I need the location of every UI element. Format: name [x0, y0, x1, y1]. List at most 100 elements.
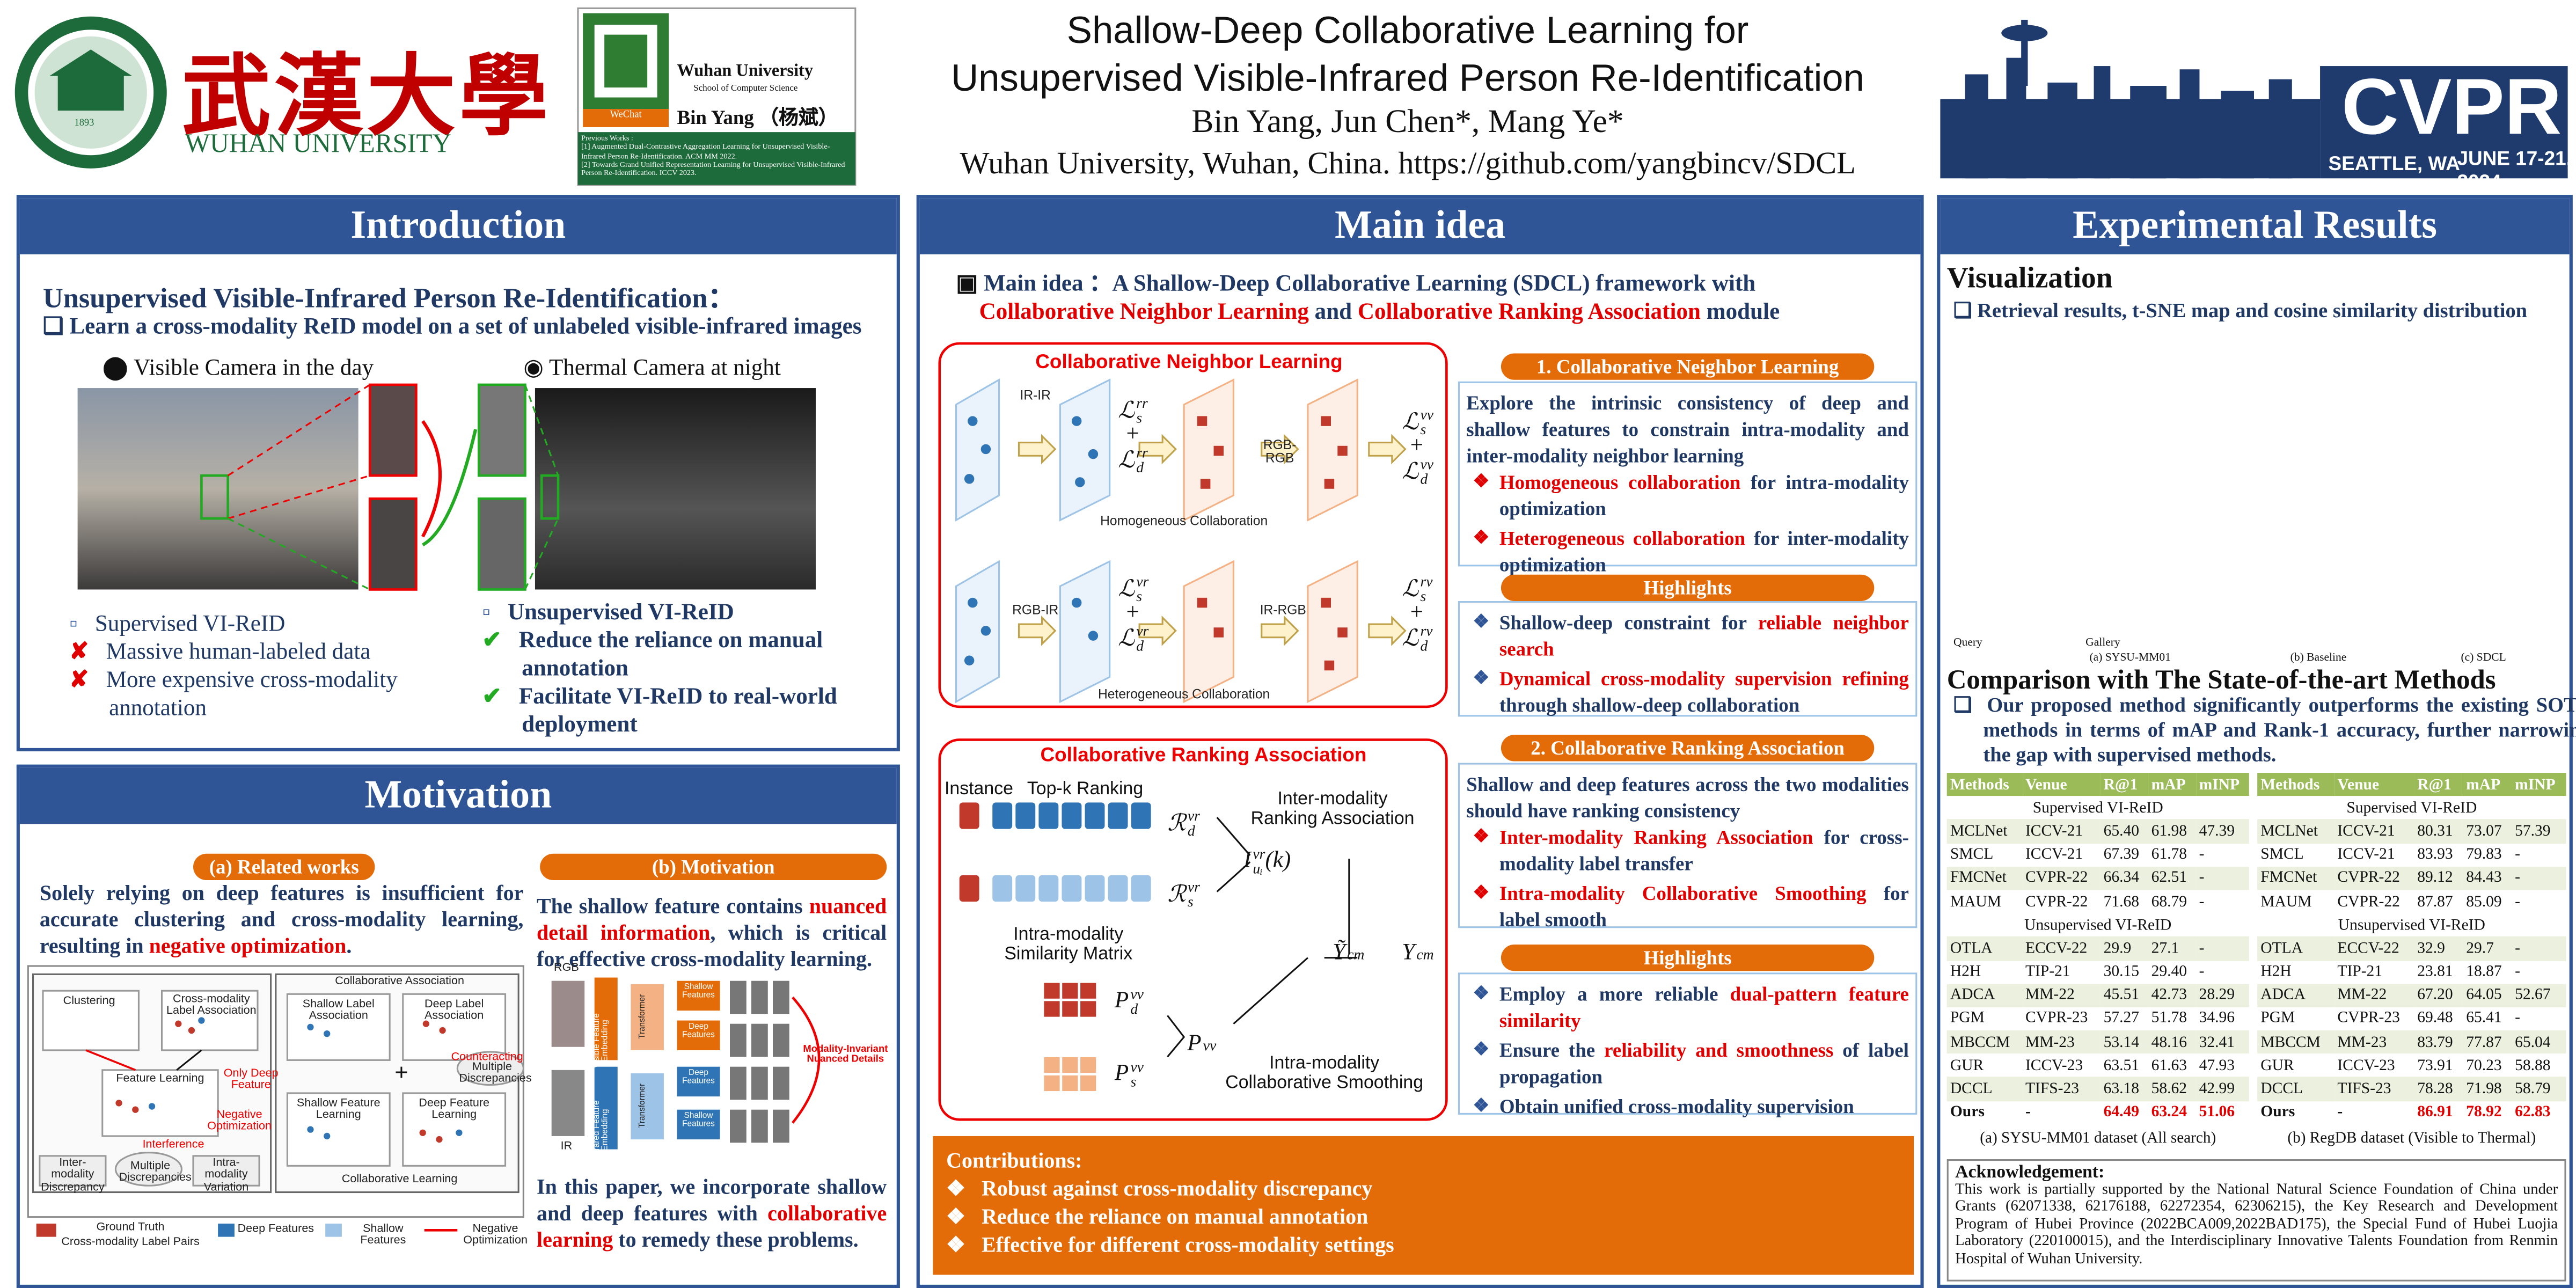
rect	[1324, 479, 1335, 489]
group-row: Supervised VI-ReID	[2257, 796, 2566, 820]
math-sub: s	[1420, 588, 1426, 605]
column-header: Venue	[2334, 773, 2414, 796]
g	[1018, 434, 1407, 646]
rect	[2047, 82, 2077, 179]
invariant: Modality-Invariant Nuanced Details	[803, 1045, 888, 1066]
table-cell: 51.78	[2151, 1009, 2187, 1028]
rect	[57, 74, 124, 111]
rect	[286, 1092, 391, 1167]
div: ❖ Reduce the reliance on manual annotati…	[946, 1204, 1368, 1229]
table-cell: OTLA	[1946, 936, 2022, 961]
legend: Ground Truth	[96, 1221, 165, 1234]
polygon	[1059, 560, 1111, 704]
a: ◉ Thermal Camera at night	[523, 356, 781, 382]
ellipse	[114, 1152, 183, 1187]
legend: Cross-modality Label Pairs	[61, 1236, 200, 1249]
span: ▫	[69, 612, 78, 638]
div: ✘ More expensive cross-modality annotati…	[69, 667, 449, 723]
circle	[456, 1129, 463, 1136]
g	[1940, 19, 2568, 179]
cnl-highlights: Dynamical cross-modality supervision ref…	[1499, 667, 1909, 691]
math-sub: d	[1136, 637, 1144, 654]
table-cell: 42.99	[2196, 1077, 2249, 1101]
rect	[2221, 91, 2254, 179]
table-cell: ECCV-22	[2022, 936, 2101, 961]
table-cell: 70.23	[2466, 1056, 2502, 1075]
motivation-text: The shallow feature contains	[537, 893, 809, 918]
labels: RGB-IR	[1012, 603, 1059, 618]
location: SEATTLE, WA	[2328, 152, 2460, 175]
rect	[42, 990, 140, 1051]
box: Explore the intrinsic consistency of dee…	[1458, 381, 1918, 576]
math-base: ℛ	[1167, 811, 1186, 837]
table-cell: -	[2199, 845, 2205, 864]
visualization-text: Retrieval results, t-SNE map and cosine …	[1977, 298, 2528, 322]
table-cell: 87.87	[2417, 892, 2453, 911]
visible-camera: Visible Camera in the day	[133, 356, 374, 382]
rect	[751, 1109, 768, 1143]
captions: (a) SYSU-MM01	[2089, 650, 2171, 664]
table-row: PGM CVPR-23 57.27 51.78 34.96	[1947, 1007, 2249, 1031]
ellipse	[456, 1051, 524, 1086]
cra-highlights: reliability and smoothness	[1604, 1038, 1834, 1062]
polygon	[1368, 616, 1407, 646]
polygon	[1368, 434, 1407, 465]
math-sub: d	[1136, 459, 1144, 476]
cnl-text: Explore the intrinsic consistency of dee…	[1466, 391, 1909, 467]
results-table: Methods Venue R@1 mAP mINP Supervised VI-ReID…	[1946, 773, 2249, 1124]
unsupervised: Unsupervised VI-ReID	[508, 601, 734, 626]
column-header: mINP	[2196, 773, 2249, 796]
rect	[631, 1073, 664, 1140]
table-cell: 47.93	[2199, 1056, 2235, 1075]
summary: Collaborative Neighbor Learning	[979, 301, 1309, 326]
g	[148, 1017, 463, 1140]
table-cell: 78.28	[2414, 1077, 2463, 1101]
rect	[1079, 982, 1097, 1000]
rect	[959, 875, 979, 902]
table-cell: GUR	[2260, 1056, 2294, 1075]
circle	[968, 597, 978, 608]
math-base: P	[1114, 1062, 1129, 1087]
rect	[730, 1109, 747, 1143]
transformer: Transformer	[638, 1083, 648, 1129]
cnl-points: Heterogeneous collaboration	[1499, 526, 1746, 550]
table-cell: 65.04	[2512, 1030, 2566, 1054]
math-sub: s	[1136, 588, 1143, 605]
rect	[1062, 802, 1082, 829]
table-cell: 34.96	[2199, 1009, 2235, 1028]
path	[1233, 859, 1358, 1024]
table-cell: 77.87	[2463, 1030, 2512, 1054]
cross-modality-association: Cross-modality Label Association	[166, 994, 257, 1018]
table-cell: 83.93	[2417, 845, 2453, 864]
table-cell: TIFS-23	[2022, 1077, 2101, 1101]
table-cell: 85.09	[2466, 892, 2502, 911]
math-base: ℒ	[1402, 410, 1419, 435]
table-cell: -	[2515, 963, 2521, 981]
group-row: Supervised VI-ReID	[1947, 796, 2249, 820]
circle	[1088, 449, 1099, 459]
table-row: OTLA ECCV-22 32.9 29.7-	[2257, 936, 2566, 961]
table-cell: -	[2337, 1103, 2343, 1122]
table-cell: CVPR-23	[2025, 1009, 2088, 1028]
polygon	[1183, 560, 1235, 704]
ir: IR	[560, 1141, 573, 1153]
table-row: MCLNet ICCV-21 65.40 61.98 47.39	[1946, 819, 2249, 843]
table-cell: PGM	[1950, 1009, 1985, 1028]
cra-highlights: Ensure the	[1499, 1038, 1605, 1062]
a: ▫ Supervised VI-ReID ✘ Massive human-lab…	[69, 611, 449, 723]
table-row: MAUM CVPR-22 71.68 68.79-	[1947, 890, 2249, 913]
rect	[1200, 479, 1211, 489]
rect	[1015, 875, 1036, 902]
table-cell: 86.91	[2417, 1103, 2453, 1122]
rect	[594, 977, 618, 1060]
rgb: RGB	[554, 962, 579, 975]
math-sup: vr	[1187, 807, 1200, 824]
circle	[439, 1027, 446, 1034]
table-cell: -	[2515, 1009, 2521, 1028]
inter: Inter-modality Ranking Association	[1250, 789, 1415, 829]
bul: Inter-modality Ranking Association for c…	[1466, 824, 1909, 876]
